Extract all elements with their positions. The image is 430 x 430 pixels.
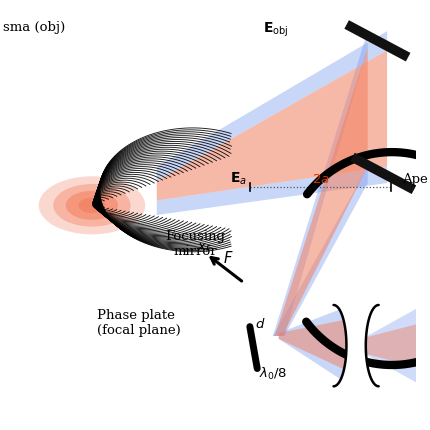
Text: $d$: $d$ xyxy=(255,317,265,331)
Polygon shape xyxy=(157,31,387,181)
Text: $x_F$: $x_F$ xyxy=(197,242,213,255)
Text: $\mathbf{E}_{\rm obj}$: $\mathbf{E}_{\rm obj}$ xyxy=(263,21,289,39)
Ellipse shape xyxy=(53,184,131,227)
Text: Ape: Ape xyxy=(402,173,428,186)
Text: $2a$: $2a$ xyxy=(312,173,329,186)
Polygon shape xyxy=(157,166,387,215)
Polygon shape xyxy=(273,31,368,336)
Polygon shape xyxy=(279,305,351,386)
Polygon shape xyxy=(273,166,368,336)
Polygon shape xyxy=(334,305,379,386)
Polygon shape xyxy=(350,153,416,194)
Polygon shape xyxy=(364,309,416,382)
Polygon shape xyxy=(157,50,387,200)
Polygon shape xyxy=(275,48,368,336)
Polygon shape xyxy=(364,324,416,367)
Text: sma (obj): sma (obj) xyxy=(3,22,65,34)
Polygon shape xyxy=(344,20,410,61)
Text: $\lambda_0/8$: $\lambda_0/8$ xyxy=(259,366,287,382)
Text: Phase plate
(focal plane): Phase plate (focal plane) xyxy=(97,309,181,337)
Polygon shape xyxy=(279,319,351,373)
Ellipse shape xyxy=(66,191,118,220)
Ellipse shape xyxy=(39,176,145,234)
Ellipse shape xyxy=(78,197,105,213)
Text: $\mathbf{E}_a$: $\mathbf{E}_a$ xyxy=(230,171,247,187)
Text: $F$: $F$ xyxy=(223,250,233,266)
Text: Focusing
mirror: Focusing mirror xyxy=(166,230,225,258)
